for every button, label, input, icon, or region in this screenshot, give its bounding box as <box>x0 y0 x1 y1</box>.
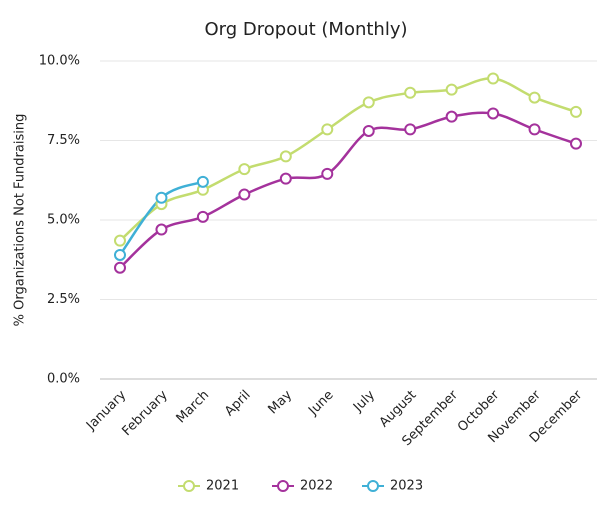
data-point <box>362 124 375 137</box>
y-tick-label: 7.5% <box>47 133 80 148</box>
y-tick-label: 10.0% <box>39 54 80 69</box>
x-tick-label: February <box>119 387 171 439</box>
data-point <box>404 86 417 99</box>
data-point <box>528 123 541 136</box>
y-tick-label: 0.0% <box>47 372 80 387</box>
legend-label: 2023 <box>390 479 423 494</box>
data-point <box>487 107 500 120</box>
data-point <box>445 110 458 123</box>
data-point <box>196 175 209 188</box>
data-point <box>487 72 500 85</box>
data-point <box>238 188 251 201</box>
data-point <box>362 96 375 109</box>
data-point <box>238 163 251 176</box>
x-tick-label: March <box>174 388 213 427</box>
legend-item: 2023 <box>362 479 423 494</box>
x-tick-label: May <box>266 387 296 417</box>
y-tick-label: 2.5% <box>47 292 80 307</box>
series-line <box>119 111 577 269</box>
data-point <box>570 137 582 150</box>
data-point <box>155 223 168 236</box>
x-tick-label: June <box>305 388 336 419</box>
y-tick-label: 5.0% <box>47 213 80 228</box>
chart-title: Org Dropout (Monthly) <box>204 19 407 40</box>
x-tick-label: April <box>222 388 254 420</box>
data-point <box>114 248 126 261</box>
data-point <box>445 83 458 96</box>
legend-label: 2021 <box>206 479 239 494</box>
data-point <box>279 150 292 163</box>
legend-item: 2022 <box>272 479 333 494</box>
y-axis-label: % Organizations Not Fundraising <box>13 114 28 327</box>
data-point <box>114 234 126 247</box>
data-point <box>279 172 292 185</box>
data-point <box>155 191 168 204</box>
data-point <box>321 123 334 136</box>
x-tick-label: July <box>350 387 378 415</box>
data-point <box>321 167 334 180</box>
series-line <box>119 77 577 242</box>
data-point <box>196 210 209 223</box>
data-point <box>114 261 126 274</box>
legend-marker <box>367 480 379 492</box>
legend-item: 2021 <box>178 479 239 494</box>
legend-marker <box>277 480 289 492</box>
legend-marker <box>183 480 195 492</box>
data-point <box>404 123 417 136</box>
data-point <box>570 105 582 118</box>
legend-label: 2022 <box>300 479 333 494</box>
data-point <box>528 91 541 104</box>
